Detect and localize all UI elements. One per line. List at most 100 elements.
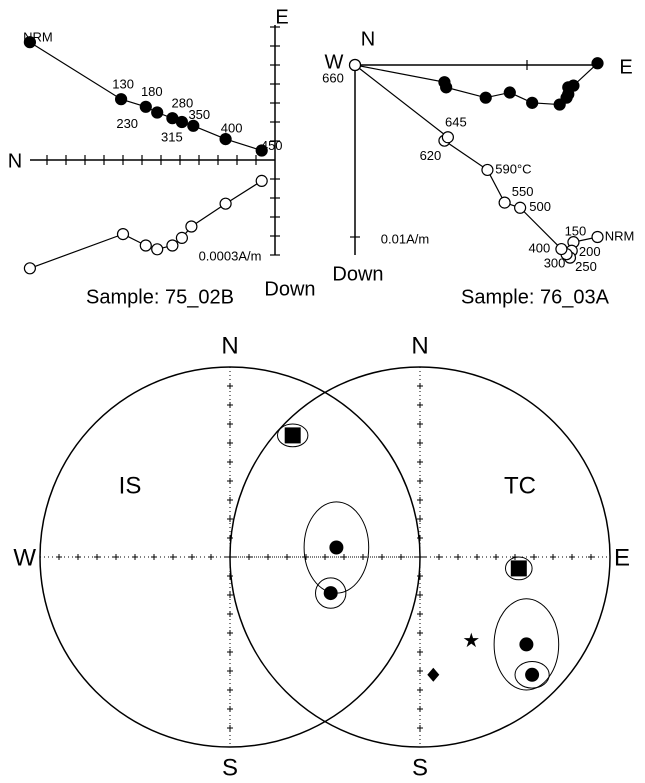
demag-point bbox=[175, 231, 188, 244]
tick-cross bbox=[94, 554, 100, 560]
axis-label: E bbox=[275, 6, 288, 28]
demag-point bbox=[116, 228, 130, 241]
direction-label: E bbox=[614, 544, 630, 571]
tick-cross bbox=[436, 554, 442, 560]
tick-cross bbox=[569, 554, 575, 560]
step-label: 300 bbox=[544, 256, 566, 271]
tick-cross bbox=[417, 402, 423, 408]
tick-cross bbox=[227, 421, 233, 427]
tick-cross bbox=[417, 725, 423, 731]
axis-label: E bbox=[619, 56, 632, 78]
reference-star bbox=[463, 632, 479, 648]
tick-cross bbox=[170, 554, 176, 560]
tick-cross bbox=[227, 611, 233, 617]
demag-point bbox=[175, 115, 188, 129]
demag-point bbox=[348, 58, 362, 72]
mean-square bbox=[284, 427, 301, 444]
demag-point bbox=[481, 163, 494, 177]
step-label: 130 bbox=[112, 77, 134, 92]
sample-label: Sample: 76_03A bbox=[461, 286, 610, 308]
step-label: 400 bbox=[529, 240, 551, 255]
axis-label: N bbox=[8, 150, 22, 172]
tick-cross bbox=[227, 592, 233, 598]
demag-point bbox=[187, 119, 200, 132]
step-label: 590°C bbox=[495, 161, 531, 176]
mean-circle bbox=[323, 586, 338, 601]
tick-cross bbox=[132, 554, 138, 560]
tick-cross bbox=[455, 554, 461, 560]
demag-point bbox=[255, 174, 268, 187]
demag-point bbox=[591, 230, 604, 244]
tick-cross bbox=[417, 383, 423, 389]
tick-cross bbox=[227, 668, 233, 674]
demag-point bbox=[255, 144, 268, 157]
center-cross bbox=[414, 551, 426, 563]
confidence-ellipse bbox=[315, 577, 347, 609]
direction-label: W bbox=[13, 544, 36, 571]
demag-point bbox=[185, 220, 198, 233]
tick-cross bbox=[227, 478, 233, 484]
tick-cross bbox=[189, 554, 195, 560]
confidence-ellipse bbox=[277, 423, 309, 448]
demag-point bbox=[526, 96, 539, 109]
tick-cross bbox=[208, 554, 214, 560]
tick-cross bbox=[531, 554, 537, 560]
tick-cross bbox=[227, 725, 233, 731]
demag-point bbox=[219, 197, 232, 210]
tick-cross bbox=[474, 554, 480, 560]
scale-label: 0.01A/m bbox=[381, 231, 429, 246]
step-label: 500 bbox=[529, 199, 551, 214]
tick-cross bbox=[417, 668, 423, 674]
direction-label: S bbox=[222, 754, 238, 781]
demag-point bbox=[555, 242, 568, 256]
tick-cross bbox=[227, 630, 233, 636]
tick-cross bbox=[417, 516, 423, 522]
demag-point bbox=[166, 239, 179, 252]
step-label: 550 bbox=[512, 184, 534, 199]
step-label: 660 bbox=[322, 70, 344, 85]
step-label: 400 bbox=[221, 121, 243, 136]
tick-cross bbox=[151, 554, 157, 560]
demag-point bbox=[151, 106, 164, 119]
mean-circle bbox=[329, 540, 344, 555]
tick-cross bbox=[379, 554, 385, 560]
tick-cross bbox=[417, 611, 423, 617]
tick-cross bbox=[417, 421, 423, 427]
axis-label: Down bbox=[332, 263, 383, 285]
demag-point bbox=[219, 133, 232, 146]
tick-cross bbox=[227, 440, 233, 446]
tick-cross bbox=[227, 402, 233, 408]
confidence-ellipse bbox=[493, 598, 560, 691]
tick-cross bbox=[417, 706, 423, 712]
tick-cross bbox=[322, 554, 328, 560]
tick-cross bbox=[227, 706, 233, 712]
confidence-ellipse bbox=[505, 556, 533, 581]
mean-circle bbox=[519, 637, 534, 652]
step-label: NRM bbox=[23, 30, 53, 45]
tick-cross bbox=[227, 516, 233, 522]
step-label: 250 bbox=[575, 259, 597, 274]
tick-cross bbox=[341, 554, 347, 560]
axis-label: W bbox=[325, 51, 344, 73]
step-label: 280 bbox=[172, 96, 194, 111]
tick-cross bbox=[398, 554, 404, 560]
tick-cross bbox=[227, 497, 233, 503]
mean-square bbox=[510, 560, 527, 577]
tick-cross bbox=[550, 554, 556, 560]
demag-point bbox=[114, 93, 128, 106]
tick-cross bbox=[227, 459, 233, 465]
demag-point bbox=[553, 98, 566, 111]
tick-cross bbox=[227, 573, 233, 579]
tick-cross bbox=[56, 554, 62, 560]
tick-cross bbox=[417, 687, 423, 693]
mean-circle bbox=[525, 667, 540, 682]
sample-label: Sample: 75_02B bbox=[86, 286, 234, 308]
tick-cross bbox=[493, 554, 499, 560]
step-label: 230 bbox=[116, 116, 138, 131]
direction-label: S bbox=[412, 754, 428, 781]
tick-cross bbox=[303, 554, 309, 560]
tick-cross bbox=[227, 687, 233, 693]
demag-point bbox=[591, 57, 604, 70]
tick-cross bbox=[227, 649, 233, 655]
demag-point bbox=[139, 100, 152, 113]
